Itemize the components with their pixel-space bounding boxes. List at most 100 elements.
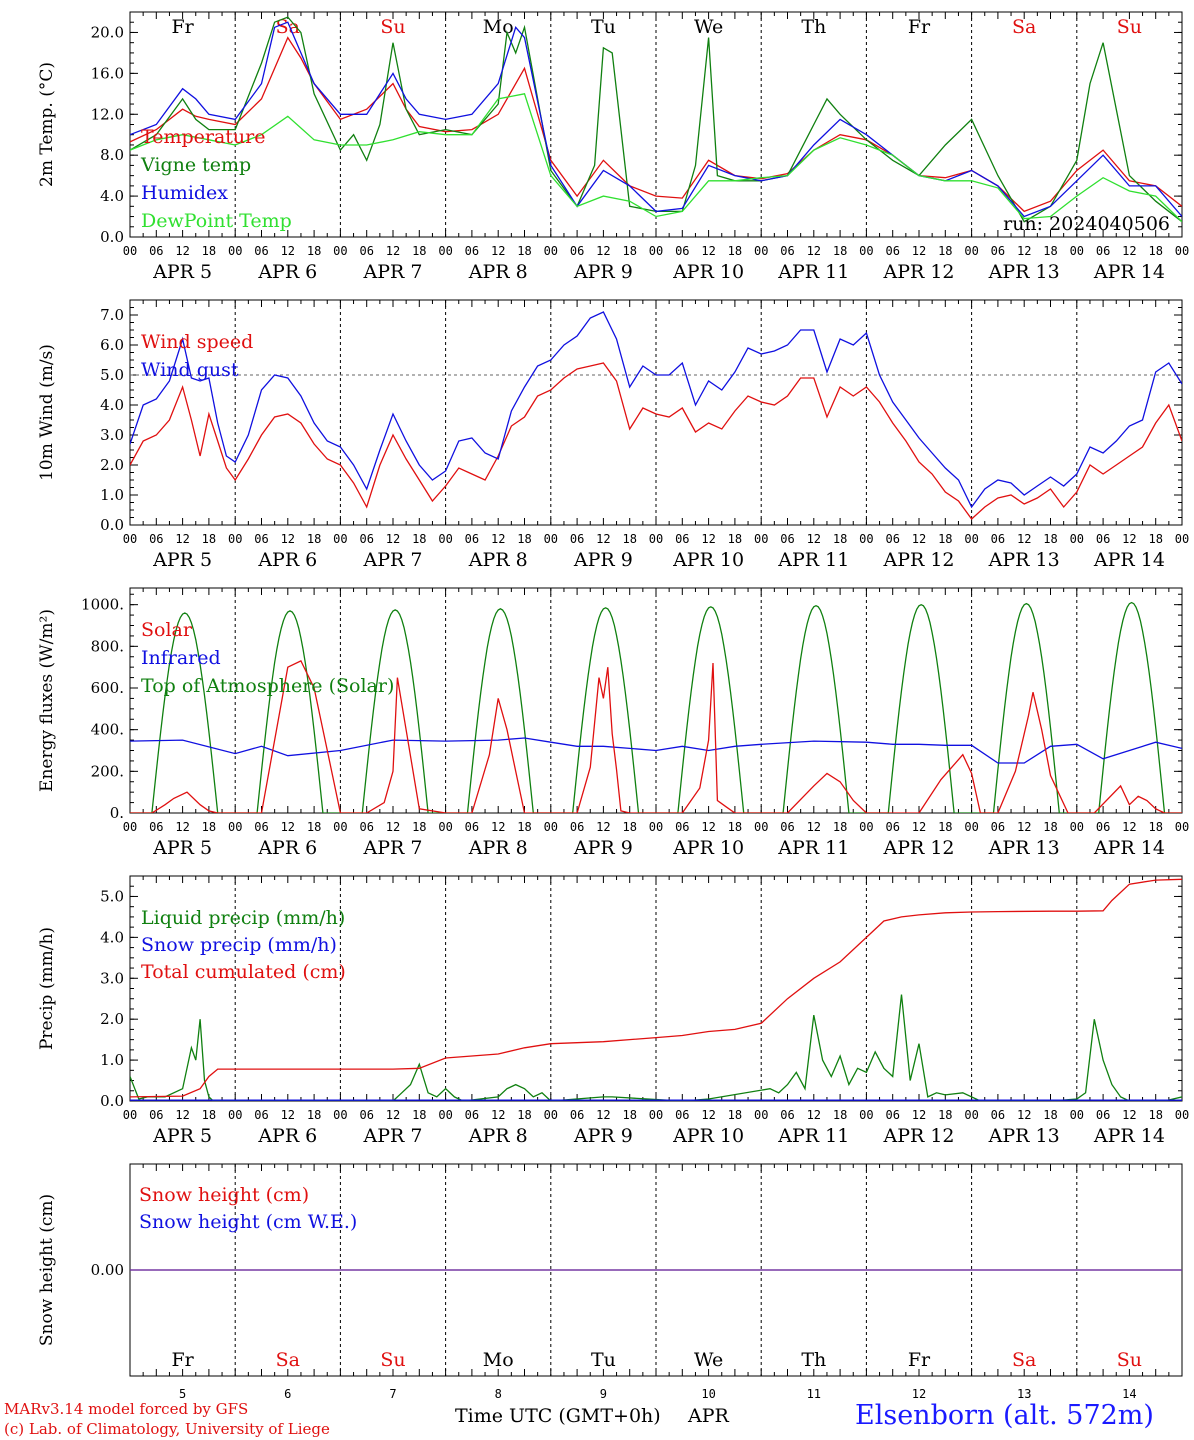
x-hour-label: 12 bbox=[701, 532, 715, 546]
x-hour-label: 00 bbox=[1175, 532, 1189, 546]
x-hour-label: 18 bbox=[622, 244, 636, 258]
x-date-label: APR 6 bbox=[257, 1125, 317, 1147]
x-hour-label: 00 bbox=[123, 532, 137, 546]
x-hour-label: 12 bbox=[386, 820, 400, 834]
x-hour-label: 06 bbox=[991, 1108, 1005, 1122]
legend-entry: Temperature bbox=[141, 126, 265, 148]
x-hour-label: 00 bbox=[859, 1108, 873, 1122]
weekday-label: Sa bbox=[1012, 16, 1036, 38]
x-hour-label: 06 bbox=[359, 1108, 373, 1122]
x-hour-label: 18 bbox=[833, 532, 847, 546]
x-date-label: APR 14 bbox=[1093, 1125, 1165, 1147]
x-date-label: APR 12 bbox=[882, 837, 954, 859]
x-hour-label: 18 bbox=[1148, 820, 1162, 834]
x-hour-label: 18 bbox=[833, 244, 847, 258]
x-hour-label: 00 bbox=[1070, 532, 1084, 546]
y-axis-label: Snow height (cm) bbox=[37, 1194, 57, 1346]
y-tick-label: 3.0 bbox=[100, 426, 124, 444]
x-hour-label: 18 bbox=[517, 244, 531, 258]
footer-model: MARv3.14 model forced by GFS bbox=[4, 1400, 249, 1418]
x-hour-label: 12 bbox=[912, 820, 926, 834]
panel-3: 0. 200. 400. 600. 800. 1000. Energy fluxes (W/… bbox=[37, 587, 1189, 859]
x-hour-label: 06 bbox=[570, 244, 584, 258]
panel-1: 0.0 4.0 8.0 12.0 16.0 20.0 2m Temp. (°C) 00 06 12… bbox=[37, 11, 1189, 283]
y-axis-label: 2m Temp. (°C) bbox=[37, 62, 57, 187]
x-hour-label: 06 bbox=[254, 244, 268, 258]
x-date-label: APR 14 bbox=[1093, 837, 1165, 859]
series-top-of-atmosphere-solar bbox=[130, 601, 1182, 813]
x-hour-label: 18 bbox=[1043, 532, 1057, 546]
x-day-number: 6 bbox=[284, 1387, 291, 1401]
x-date-label: APR 11 bbox=[777, 1125, 849, 1147]
x-hour-label: 00 bbox=[754, 820, 768, 834]
series-wind-speed bbox=[130, 362, 1182, 520]
x-hour-label: 00 bbox=[544, 244, 558, 258]
run-annotation: run: 2024040506 bbox=[1003, 213, 1170, 235]
x-hour-label: 18 bbox=[938, 532, 952, 546]
x-hour-label: 00 bbox=[859, 820, 873, 834]
x-hour-label: 12 bbox=[596, 1108, 610, 1122]
y-tick-label: 20.0 bbox=[91, 23, 124, 41]
x-hour-label: 00 bbox=[333, 820, 347, 834]
x-day-number: 13 bbox=[1017, 1387, 1031, 1401]
weekday-label: We bbox=[694, 1349, 723, 1371]
x-date-label: APR 9 bbox=[573, 837, 633, 859]
x-hour-label: 12 bbox=[175, 820, 189, 834]
x-hour-label: 18 bbox=[1043, 1108, 1057, 1122]
x-hour-label: 12 bbox=[386, 244, 400, 258]
x-hour-label: 18 bbox=[202, 244, 216, 258]
x-hour-label: 06 bbox=[780, 1108, 794, 1122]
legend-entry: DewPoint Temp bbox=[141, 210, 292, 232]
x-date-label: APR 9 bbox=[573, 1125, 633, 1147]
y-tick-label: 1.0 bbox=[100, 1051, 124, 1069]
x-hour-label: 06 bbox=[885, 532, 899, 546]
x-hour-label: 00 bbox=[228, 1108, 242, 1122]
x-hour-label: 12 bbox=[491, 532, 505, 546]
x-date-label: APR 5 bbox=[152, 837, 212, 859]
x-hour-label: 12 bbox=[1017, 532, 1031, 546]
x-hour-label: 12 bbox=[912, 244, 926, 258]
x-date-label: APR 12 bbox=[882, 261, 954, 283]
x-hour-label: 06 bbox=[885, 1108, 899, 1122]
y-tick-label: 8.0 bbox=[100, 146, 124, 164]
x-hour-label: 18 bbox=[833, 820, 847, 834]
x-hour-label: 06 bbox=[1096, 244, 1110, 258]
x-hour-label: 18 bbox=[412, 244, 426, 258]
x-hour-label: 06 bbox=[675, 244, 689, 258]
x-day-number: 10 bbox=[701, 1387, 715, 1401]
weekday-label: Su bbox=[380, 1349, 405, 1371]
y-tick-label: 7.0 bbox=[100, 306, 124, 324]
x-hour-label: 06 bbox=[675, 1108, 689, 1122]
weekday-label: Fr bbox=[171, 16, 194, 38]
x-hour-label: 12 bbox=[912, 1108, 926, 1122]
x-hour-label: 12 bbox=[596, 532, 610, 546]
x-day-number: 11 bbox=[807, 1387, 821, 1401]
x-date-label: APR 5 bbox=[152, 549, 212, 571]
x-hour-label: 18 bbox=[1148, 1108, 1162, 1122]
x-hour-label: 00 bbox=[438, 820, 452, 834]
x-hour-label: 00 bbox=[1175, 820, 1189, 834]
y-tick-label: 5.0 bbox=[100, 366, 124, 384]
x-hour-label: 12 bbox=[807, 532, 821, 546]
weekday-label: Mo bbox=[483, 16, 514, 38]
x-date-label: APR 6 bbox=[257, 549, 317, 571]
legend-entry: Snow height (cm) bbox=[139, 1184, 309, 1206]
x-hour-label: 18 bbox=[728, 1108, 742, 1122]
x-hour-label: 00 bbox=[649, 532, 663, 546]
x-hour-label: 12 bbox=[807, 1108, 821, 1122]
x-hour-label: 18 bbox=[517, 820, 531, 834]
x-hour-label: 00 bbox=[123, 244, 137, 258]
y-tick-label: 4.0 bbox=[100, 928, 124, 946]
y-tick-label: 600. bbox=[91, 679, 124, 697]
y-tick-label: 2.0 bbox=[100, 456, 124, 474]
legend-entry: Wind speed bbox=[141, 331, 253, 353]
y-tick-label: 12.0 bbox=[91, 105, 124, 123]
weekday-label: Sa bbox=[276, 16, 300, 38]
x-hour-label: 12 bbox=[596, 244, 610, 258]
x-day-number: 5 bbox=[179, 1387, 186, 1401]
x-hour-label: 12 bbox=[491, 244, 505, 258]
x-hour-label: 00 bbox=[228, 244, 242, 258]
x-hour-label: 06 bbox=[149, 820, 163, 834]
x-hour-label: 06 bbox=[254, 532, 268, 546]
